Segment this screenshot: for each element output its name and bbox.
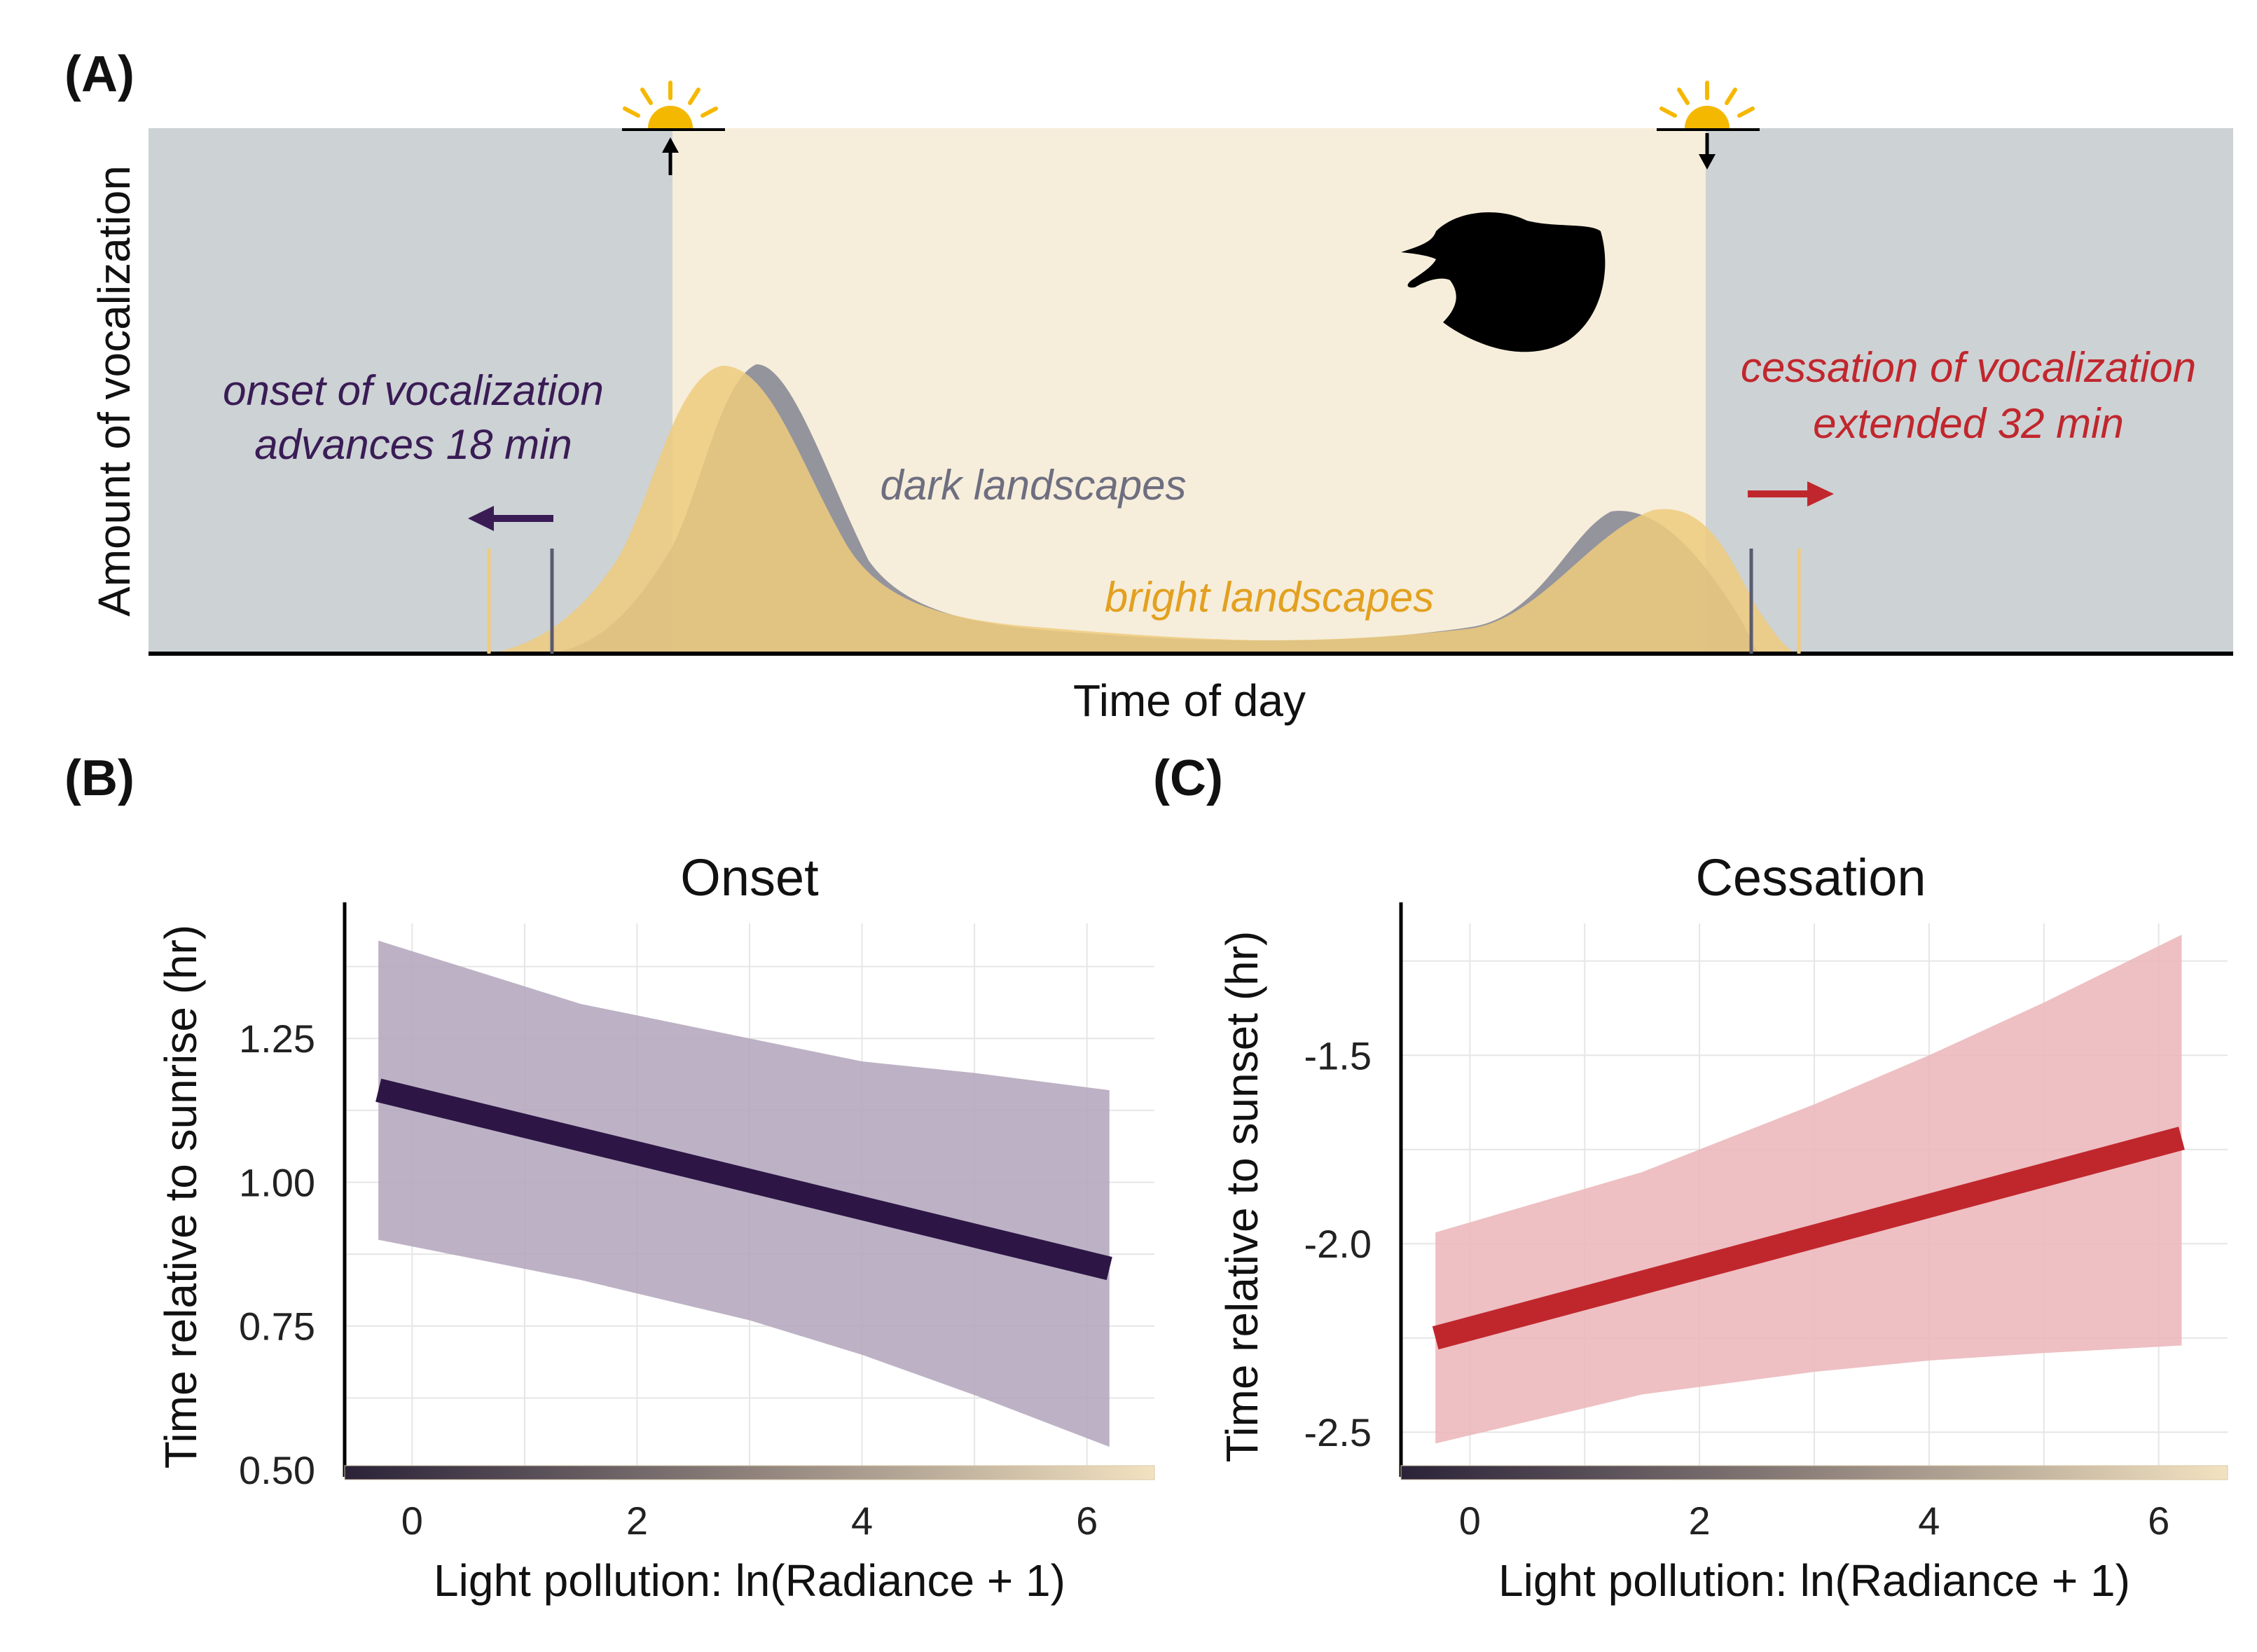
panel-c: (C) 0 2 4 6 -2.5 -2.0 -1.5 Cessation Light pollu… — [1153, 750, 2228, 1606]
cessation-confidence-band — [1435, 935, 2182, 1444]
onset-fit-line — [375, 1078, 1112, 1281]
cessation-y-tick-label: -1.5 — [1304, 1033, 1372, 1078]
bird-silhouette-icon — [1401, 212, 1606, 352]
onset-light-pollution-gradient-bar — [344, 1465, 1155, 1480]
dark-landscapes-label: dark landscapes — [881, 462, 1187, 509]
cessation-y-axis-title: Time relative to sunset (hr) — [1217, 931, 1267, 1463]
onset-annotation-line2: advances 18 min — [254, 421, 572, 468]
panel-label-c: (C) — [1153, 750, 1223, 806]
onset-chart-title: Onset — [680, 848, 819, 907]
panel-label-a: (A) — [64, 46, 134, 102]
panel-b: (B) 0 2 4 6 0.50 0.75 1.00 1.25 Onset Light pollu… — [64, 750, 1155, 1606]
right-arrow-icon — [1748, 481, 1834, 507]
bright-landscapes-label: bright landscapes — [1105, 574, 1434, 621]
cessation-chart-title: Cessation — [1695, 848, 1926, 907]
onset-x-tick-label: 6 — [1076, 1499, 1098, 1543]
onset-confidence-band — [378, 940, 1110, 1447]
sunset-icon — [1657, 81, 1760, 170]
cessation-y-tick-label: -2.0 — [1304, 1222, 1372, 1266]
cessation-x-tick-label: 2 — [1689, 1499, 1711, 1543]
cessation-y-tick-label: -2.5 — [1304, 1410, 1372, 1454]
panel-a-x-axis-title: Time of day — [1073, 675, 1306, 726]
left-arrow-icon — [468, 506, 553, 531]
cessation-x-axis-title: Light pollution: ln(Radiance + 1) — [1498, 1555, 2130, 1606]
panel-a: (A) — [64, 46, 2233, 726]
cessation-x-tick-label: 6 — [2148, 1499, 2169, 1543]
panel-a-y-axis-title: Amount of vocalization — [89, 165, 139, 617]
onset-x-axis-title: Light pollution: ln(Radiance + 1) — [434, 1555, 1065, 1606]
bright-landscape-curve — [490, 365, 1797, 654]
cessation-annotation-line2: extended 32 min — [1813, 400, 2124, 447]
onset-x-tick-label: 0 — [401, 1499, 423, 1543]
onset-y-tick-label: 1.25 — [239, 1017, 315, 1061]
cessation-x-tick-label: 4 — [1918, 1499, 1940, 1543]
onset-x-tick-label: 2 — [626, 1499, 648, 1543]
onset-y-axis-title: Time relative to sunrise (hr) — [156, 925, 206, 1469]
onset-x-tick-label: 4 — [851, 1499, 873, 1543]
onset-y-tick-label: 1.00 — [239, 1160, 315, 1204]
night-after-sunset — [1706, 128, 2233, 654]
onset-y-tick-label: 0.50 — [239, 1448, 315, 1492]
cessation-x-tick-label: 0 — [1459, 1499, 1481, 1543]
cessation-annotation-line1: cessation of vocalization — [1741, 344, 2196, 391]
cessation-fit-line — [1432, 1127, 2185, 1350]
sunrise-icon — [622, 81, 725, 175]
cessation-light-pollution-gradient-bar — [1400, 1465, 2228, 1480]
onset-annotation-line1: onset of vocalization — [223, 367, 604, 414]
panel-label-b: (B) — [64, 750, 134, 806]
onset-y-tick-label: 0.75 — [239, 1305, 315, 1349]
night-before-sunrise — [149, 128, 672, 654]
